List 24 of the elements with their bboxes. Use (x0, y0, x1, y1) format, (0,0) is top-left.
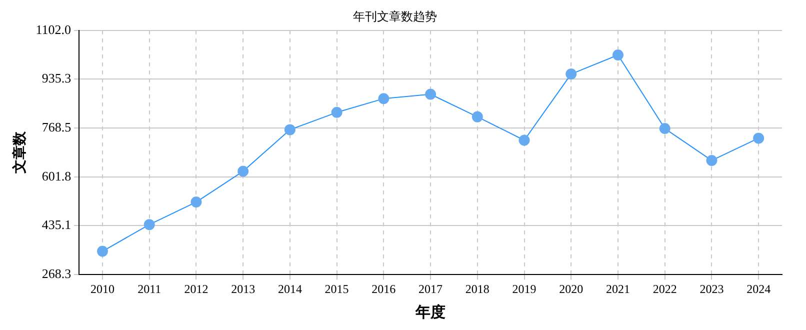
y-tick-label: 435.1 (42, 217, 72, 232)
x-tick-label: 2023 (700, 282, 724, 296)
x-tick-label: 2018 (465, 282, 490, 296)
y-tick-label: 1102.0 (36, 22, 72, 37)
x-tick-label: 2020 (559, 282, 584, 296)
x-tick-label: 2010 (90, 282, 114, 296)
x-tick-label: 2022 (652, 282, 677, 296)
x-tick-label: 2015 (324, 282, 349, 296)
y-tick-label: 601.8 (42, 168, 72, 184)
x-tick-label: 2021 (606, 282, 630, 296)
x-tick-label: 2011 (138, 282, 162, 296)
y-tick-label: 268.3 (42, 266, 72, 282)
x-tick-label: 2024 (746, 282, 771, 296)
chart-title: 年刊文章数趋势 (353, 9, 437, 24)
x-tick-label: 2014 (278, 282, 302, 296)
x-tick-label: 2017 (418, 282, 443, 296)
x-tick-label: 2013 (231, 282, 256, 296)
x-tick-label: 2019 (512, 282, 536, 296)
x-tick-label: 2012 (184, 282, 208, 296)
y-tick-label: 935.3 (42, 70, 72, 86)
y-axis-title: 文章数 (11, 130, 28, 174)
x-axis-title: 年度 (414, 302, 446, 321)
y-tick-label: 768.5 (42, 120, 72, 135)
x-tick-label: 2016 (372, 282, 396, 296)
